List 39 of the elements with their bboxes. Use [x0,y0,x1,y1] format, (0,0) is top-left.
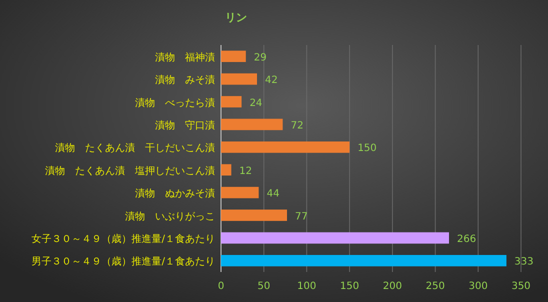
y-tick-label: 女子３０～４９（歳）推進量/１食あたり [32,232,215,245]
x-tick-label: 250 [426,281,445,292]
x-tick-label: 300 [468,281,488,292]
y-tick-label: 漬物 べったら漬 [135,96,215,109]
bar [221,164,232,176]
data-label: 24 [250,98,262,109]
x-tick-label: 350 [511,281,531,292]
bar [221,96,242,108]
data-label: 44 [266,188,280,200]
bar [221,73,257,85]
data-label: 266 [457,234,476,245]
bar [221,210,287,221]
data-label: 77 [295,211,308,222]
chart-title: リン [225,11,247,24]
data-label: 29 [254,52,267,64]
bar [221,141,350,153]
x-tick-label: 0 [218,281,224,292]
x-tick-label: 150 [340,281,360,292]
data-label: 12 [239,166,252,177]
bar [221,254,506,266]
data-label: 72 [290,120,304,132]
bar [221,118,283,130]
y-tick-label: 漬物 みそ漬 [155,74,215,86]
x-tick-label: 100 [297,281,316,292]
y-tick-label: 漬物 ぬかみそ漬 [135,188,215,200]
data-label: 333 [514,256,534,268]
y-tick-label: 男子３０～４９（歳）推進量/１食あたり [32,256,215,268]
y-tick-label: 漬物 いぶりがっこ [125,210,215,222]
x-tick-label: 50 [257,281,270,292]
y-tick-label: 漬物 たくあん漬 干しだいこん漬 [55,142,215,154]
y-tick-label: 漬物 福神漬 [155,51,215,64]
data-label: 150 [358,143,377,154]
bar [221,232,449,244]
data-label: 42 [265,75,278,86]
y-tick-label: 漬物 守口漬 [155,119,215,132]
x-tick-label: 200 [382,281,402,292]
bar [221,50,246,62]
bar [221,186,259,198]
y-tick-label: 漬物 たくあん漬 塩押しだいこん漬 [45,164,215,177]
